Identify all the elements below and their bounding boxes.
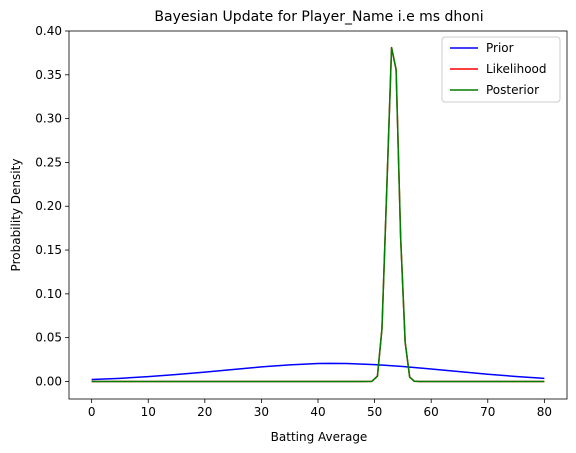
chart-title: Bayesian Update for Player_Name i.e ms d… [154, 9, 483, 25]
legend-label-prior: Prior [486, 41, 514, 55]
x-tick-label: 60 [424, 405, 439, 419]
legend: Prior Likelihood Posterior [441, 36, 561, 103]
x-axis: 0 10 20 30 40 50 60 70 80 [88, 399, 552, 419]
series-line-prior [91, 362, 545, 381]
x-tick-label: 0 [88, 405, 96, 419]
x-tick-label: 40 [310, 405, 325, 419]
x-tick-label: 30 [254, 405, 269, 419]
y-tick-label: 0.35 [35, 68, 62, 82]
y-tick-label: 0.15 [35, 243, 62, 257]
series-layer [91, 46, 545, 383]
y-tick-label: 0.25 [35, 155, 62, 169]
x-axis-title: Batting Average [271, 430, 368, 444]
x-tick-label: 10 [141, 405, 156, 419]
x-tick-label: 70 [480, 405, 495, 419]
y-tick-label: 0.30 [35, 112, 62, 126]
x-tick-label: 20 [197, 405, 212, 419]
y-axis: 0.00 0.05 0.10 0.15 0.20 0.25 0.30 0.35 0.40 [35, 24, 69, 388]
x-tick-label: 80 [537, 405, 552, 419]
y-tick-label: 0.40 [35, 24, 62, 38]
y-tick-label: 0.10 [35, 287, 62, 301]
legend-box [441, 36, 561, 103]
y-axis-title: Probability Density [9, 159, 23, 272]
legend-label-posterior: Posterior [486, 83, 539, 97]
y-tick-label: 0.00 [35, 374, 62, 388]
y-tick-label: 0.05 [35, 331, 62, 345]
legend-label-likelihood: Likelihood [486, 62, 547, 76]
y-tick-label: 0.20 [35, 199, 62, 213]
series-line-posterior [91, 46, 545, 383]
x-tick-label: 50 [367, 405, 382, 419]
